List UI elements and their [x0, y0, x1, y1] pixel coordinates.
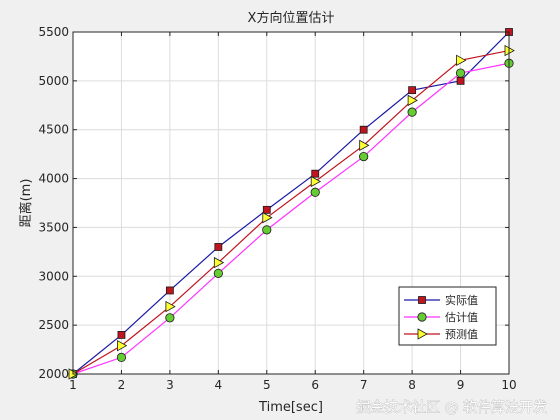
legend-marker-actual	[418, 296, 426, 304]
x-tick-label: 3	[166, 378, 174, 392]
y-axis-label: 距离(m)	[18, 179, 34, 228]
legend-label-prediction: 预测值	[445, 328, 478, 341]
data-point-actual	[456, 76, 465, 85]
plot-frame	[72, 31, 510, 375]
data-point-prediction	[262, 211, 273, 224]
y-tick-label: 2000	[38, 367, 69, 381]
data-point-actual	[165, 286, 174, 295]
data-point-prediction	[359, 139, 370, 152]
x-tick-label: 4	[215, 378, 223, 392]
data-point-estimate	[116, 352, 127, 362]
x-tick-label: 1	[69, 378, 77, 392]
data-point-actual	[117, 331, 126, 339]
tick-labels: 1 2 3 4 5 6 7 8 9 10 2000 2500 3000 3500 4000 4500 5000 5…	[38, 25, 516, 392]
data-point-actual	[311, 169, 320, 178]
watermark: 掘金技术社区 @ 软件算法开发	[356, 400, 547, 416]
data-point-actual	[359, 125, 368, 134]
chart-title: X方向位置估计	[248, 10, 335, 26]
legend-label-actual: 实际值	[445, 293, 478, 307]
data-point-estimate	[455, 68, 466, 78]
legend-label-estimate: 估计值	[445, 311, 478, 324]
data-point-prediction	[407, 94, 418, 107]
x-tick-label: 6	[311, 378, 319, 392]
y-tick-label: 2500	[38, 318, 69, 332]
y-tick-label: 3000	[38, 269, 69, 283]
data-point-estimate	[407, 107, 417, 117]
data-point-estimate	[165, 313, 175, 323]
data-point-estimate	[213, 268, 223, 278]
series-prediction	[68, 44, 515, 380]
data-point-prediction	[310, 175, 322, 188]
x-tick-label: 5	[263, 378, 271, 392]
x-tick-label: 10	[501, 378, 516, 392]
legend-marker-prediction	[417, 328, 428, 340]
x-axis-label: Time[sec]	[258, 400, 323, 415]
data-point-estimate	[262, 225, 272, 235]
x-tick-label: 7	[360, 378, 368, 392]
data-point-prediction	[213, 256, 225, 269]
y-tick-label: 5500	[38, 25, 69, 39]
data-point-actual	[262, 205, 271, 214]
legend: 实际值 估计值 预测值	[398, 286, 497, 346]
ticks	[72, 31, 510, 375]
data-point-prediction	[165, 300, 176, 313]
legend-marker-estimate	[417, 312, 427, 322]
data-point-estimate	[310, 187, 320, 197]
data-point-prediction	[456, 54, 467, 67]
x-tick-label: 8	[408, 378, 416, 392]
legend-box	[398, 286, 497, 346]
data-point-prediction	[117, 339, 128, 352]
x-tick-label: 2	[118, 378, 126, 392]
series-line-prediction	[72, 49, 510, 375]
y-tick-label: 4500	[38, 123, 69, 137]
y-tick-label: 5000	[38, 74, 69, 88]
y-tick-label: 3500	[38, 220, 69, 234]
x-tick-label: 9	[457, 378, 465, 392]
series-line-actual	[72, 31, 510, 375]
data-point-actual	[408, 86, 417, 95]
data-point-actual	[214, 243, 223, 251]
data-point-estimate	[359, 151, 369, 162]
series-line-estimate	[72, 62, 510, 375]
y-tick-label: 4000	[38, 172, 69, 186]
